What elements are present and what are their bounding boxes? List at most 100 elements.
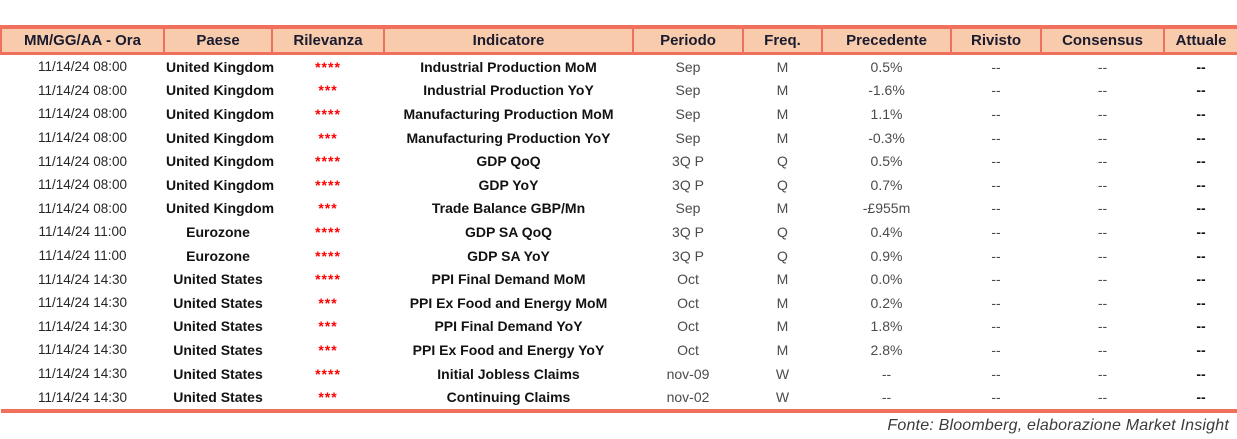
cell-frequency: Q (743, 149, 822, 173)
cell-datetime: 11/14/24 08:00 (1, 172, 164, 197)
cell-relevance-stars: *** (272, 338, 384, 362)
cell-indicator: Industrial Production MoM (384, 53, 633, 79)
cell-consensus: -- (1041, 172, 1164, 197)
cell-revised: -- (951, 172, 1041, 197)
cell-consensus: -- (1041, 338, 1164, 362)
cell-consensus: -- (1041, 53, 1164, 79)
cell-consensus: -- (1041, 243, 1164, 268)
source-note: Fonte: Bloomberg, elaborazione Market In… (887, 416, 1229, 434)
cell-revised: -- (951, 385, 1041, 411)
cell-revised: -- (951, 220, 1041, 244)
cell-relevance-stars: **** (272, 172, 384, 197)
cell-frequency: Q (743, 243, 822, 268)
table-header: MM/GG/AA - Ora Paese Rilevanza Indicator… (0, 25, 1237, 55)
cell-previous: 0.4% (822, 220, 951, 244)
cell-consensus: -- (1041, 267, 1164, 291)
cell-frequency: M (743, 78, 822, 103)
cell-relevance-stars: *** (272, 78, 384, 103)
cell-consensus: -- (1041, 125, 1164, 150)
cell-actual: -- (1164, 361, 1237, 386)
cell-previous: 0.5% (822, 149, 951, 173)
cell-consensus: -- (1041, 102, 1164, 126)
cell-country: United States (164, 385, 272, 411)
cell-datetime: 11/14/24 14:30 (1, 361, 164, 386)
cell-indicator: PPI Final Demand YoY (384, 314, 633, 339)
cell-previous: -£955m (822, 196, 951, 221)
cell-consensus: -- (1041, 361, 1164, 386)
cell-frequency: M (743, 196, 822, 221)
cell-datetime: 11/14/24 14:30 (1, 267, 164, 291)
cell-datetime: 11/14/24 08:00 (1, 125, 164, 150)
cell-indicator: GDP QoQ (384, 149, 633, 173)
column-header-period: Periodo (632, 25, 743, 55)
cell-actual: -- (1164, 267, 1237, 291)
cell-period: Sep (633, 53, 743, 79)
cell-revised: -- (951, 338, 1041, 362)
cell-consensus: -- (1041, 196, 1164, 221)
cell-country: United Kingdom (164, 172, 274, 197)
table-row: 11/14/24 08:00 United Kingdom **** Manuf… (1, 102, 1237, 126)
cell-revised: -- (951, 267, 1041, 291)
cell-period: Oct (633, 267, 743, 291)
cell-indicator: Initial Jobless Claims (384, 361, 633, 386)
cell-actual: -- (1164, 78, 1237, 103)
cell-frequency: M (743, 338, 822, 362)
cell-datetime: 11/14/24 11:00 (1, 243, 164, 268)
cell-datetime: 11/14/24 14:30 (1, 338, 164, 362)
cell-revised: -- (951, 149, 1041, 173)
table-row: 11/14/24 14:30 United States **** PPI Fi… (1, 267, 1237, 291)
cell-consensus: -- (1041, 290, 1164, 315)
cell-actual: -- (1164, 243, 1237, 268)
cell-previous: -- (822, 385, 951, 411)
cell-country: United Kingdom (164, 196, 274, 221)
cell-indicator: Trade Balance GBP/Mn (384, 196, 633, 221)
cell-previous: -1.6% (822, 78, 951, 103)
table-row: 11/14/24 14:30 United States *** Continu… (1, 385, 1237, 411)
cell-period: nov-09 (633, 361, 743, 386)
cell-consensus: -- (1041, 149, 1164, 173)
cell-period: Oct (633, 290, 743, 315)
table-row: 11/14/24 08:00 United Kingdom *** Trade … (1, 196, 1237, 221)
cell-actual: -- (1164, 102, 1237, 126)
cell-revised: -- (951, 196, 1041, 221)
cell-indicator: PPI Ex Food and Energy YoY (384, 338, 633, 362)
table-row: 11/14/24 14:30 United States **** Initia… (1, 361, 1237, 386)
cell-frequency: M (743, 290, 822, 315)
cell-previous: 0.5% (822, 53, 951, 79)
cell-relevance-stars: *** (272, 196, 384, 221)
cell-frequency: W (743, 385, 822, 411)
cell-previous: 0.0% (822, 267, 951, 291)
cell-actual: -- (1164, 385, 1237, 411)
cell-actual: -- (1164, 338, 1237, 362)
cell-country: United Kingdom (164, 78, 274, 103)
cell-datetime: 11/14/24 08:00 (1, 102, 164, 126)
cell-frequency: M (743, 314, 822, 339)
cell-relevance-stars: *** (272, 125, 384, 150)
cell-revised: -- (951, 361, 1041, 386)
cell-country: United Kingdom (164, 53, 274, 79)
column-header-relevance: Rilevanza (271, 25, 384, 55)
cell-relevance-stars: **** (272, 361, 384, 386)
table-row: 11/14/24 11:00 Eurozone **** GDP SA QoQ … (1, 220, 1237, 244)
cell-relevance-stars: **** (272, 267, 384, 291)
cell-relevance-stars: **** (272, 53, 384, 79)
cell-period: 3Q P (633, 149, 743, 173)
cell-period: Sep (633, 125, 743, 150)
cell-indicator: PPI Final Demand MoM (384, 267, 633, 291)
cell-datetime: 11/14/24 08:00 (1, 78, 164, 103)
cell-country: United States (164, 361, 272, 386)
cell-actual: -- (1164, 172, 1237, 197)
cell-indicator: PPI Ex Food and Energy MoM (384, 290, 633, 315)
cell-frequency: M (743, 267, 822, 291)
cell-frequency: Q (743, 172, 822, 197)
cell-indicator: GDP SA QoQ (384, 220, 633, 244)
cell-previous: 0.2% (822, 290, 951, 315)
cell-country: United Kingdom (164, 149, 274, 173)
table-row: 11/14/24 14:30 United States *** PPI Ex … (1, 338, 1237, 362)
cell-actual: -- (1164, 314, 1237, 339)
cell-relevance-stars: *** (272, 385, 384, 411)
table-row: 11/14/24 14:30 United States *** PPI Ex … (1, 290, 1237, 315)
cell-previous: 1.1% (822, 102, 951, 126)
cell-actual: -- (1164, 220, 1237, 244)
cell-actual: -- (1164, 53, 1237, 79)
